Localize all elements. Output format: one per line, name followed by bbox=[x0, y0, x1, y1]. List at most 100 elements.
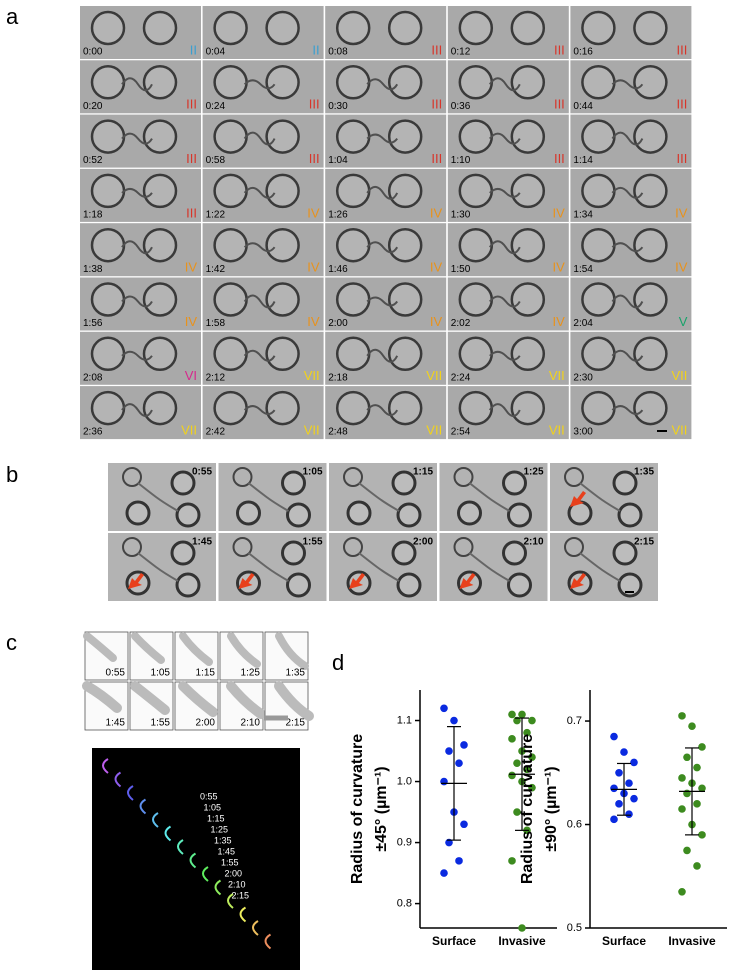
time-label: 1:15 bbox=[196, 668, 216, 679]
arrowhead bbox=[570, 491, 586, 507]
time-label: 1:55 bbox=[302, 537, 322, 548]
y-axis-label: ±90° (µm⁻¹) bbox=[543, 766, 560, 851]
cell bbox=[458, 282, 494, 317]
trail-label: 1:15 bbox=[207, 813, 225, 823]
data-point bbox=[678, 774, 686, 782]
parasite bbox=[611, 405, 644, 416]
parasite bbox=[243, 349, 276, 362]
parasite bbox=[121, 350, 153, 361]
cell bbox=[581, 336, 616, 372]
cell bbox=[213, 282, 248, 317]
time-label: 0:58 bbox=[206, 155, 226, 166]
time-label: 1:15 bbox=[413, 467, 433, 478]
data-point bbox=[693, 763, 701, 772]
cell bbox=[387, 390, 423, 426]
cell bbox=[633, 10, 668, 46]
parasite bbox=[137, 482, 179, 512]
data-point bbox=[630, 758, 638, 767]
cell bbox=[510, 10, 546, 46]
stage-label: II bbox=[312, 42, 319, 57]
time-label: 1:26 bbox=[328, 210, 348, 221]
cell bbox=[265, 65, 300, 100]
parasite bbox=[243, 294, 276, 309]
parasite bbox=[611, 186, 644, 199]
cell bbox=[633, 65, 668, 100]
cell bbox=[265, 390, 300, 426]
cell bbox=[213, 336, 248, 372]
cell bbox=[510, 390, 546, 426]
x-tick-label: Invasive bbox=[498, 934, 546, 948]
time-label: 2:42 bbox=[206, 427, 226, 438]
parasite bbox=[121, 403, 153, 418]
x-tick-label: Surface bbox=[602, 934, 646, 948]
time-label: 1:55 bbox=[151, 718, 171, 729]
data-point bbox=[523, 728, 531, 737]
data-point bbox=[440, 704, 448, 713]
parasite bbox=[579, 552, 621, 582]
stage-label: III bbox=[186, 97, 197, 112]
time-label: 0:12 bbox=[451, 47, 471, 58]
parasite bbox=[83, 632, 117, 662]
cell bbox=[142, 10, 178, 46]
cell bbox=[335, 173, 371, 209]
time-label: 1:38 bbox=[83, 264, 103, 275]
data-point bbox=[615, 768, 623, 777]
cell bbox=[122, 467, 142, 487]
cell bbox=[343, 537, 363, 557]
parasite bbox=[121, 187, 153, 198]
time-label: 2:48 bbox=[328, 427, 348, 438]
data-point bbox=[698, 784, 706, 793]
cell bbox=[265, 336, 300, 372]
parasite bbox=[82, 681, 122, 713]
y-tick-label: 0.7 bbox=[567, 715, 582, 727]
parasite bbox=[366, 404, 399, 417]
data-point bbox=[445, 747, 453, 755]
trail-arc bbox=[102, 758, 109, 774]
data-point bbox=[683, 846, 691, 855]
trail-label: 1:45 bbox=[218, 846, 236, 856]
data-point bbox=[528, 716, 536, 725]
cell bbox=[170, 540, 196, 566]
time-label: 1:14 bbox=[573, 155, 593, 166]
y-tick-label: 0.9 bbox=[397, 836, 412, 848]
arrowhead bbox=[238, 573, 255, 589]
parasite bbox=[275, 632, 309, 670]
cell bbox=[142, 119, 178, 154]
stage-label: III bbox=[309, 151, 320, 166]
cell bbox=[612, 540, 638, 566]
cell bbox=[457, 500, 482, 526]
cell bbox=[633, 173, 668, 209]
stage-label: III bbox=[186, 205, 197, 220]
cell bbox=[612, 470, 638, 496]
arrowhead bbox=[349, 573, 365, 589]
parasite bbox=[137, 552, 179, 582]
y-tick-label: 1.1 bbox=[397, 714, 412, 726]
stage-label: VII bbox=[304, 423, 320, 438]
parasite bbox=[579, 482, 621, 512]
parasite bbox=[178, 681, 218, 717]
time-label: 1:30 bbox=[451, 210, 471, 221]
parasite bbox=[226, 681, 266, 719]
cell bbox=[391, 470, 417, 496]
cell bbox=[581, 390, 616, 426]
parasite bbox=[611, 131, 644, 146]
stage-label: III bbox=[554, 42, 565, 57]
data-point bbox=[615, 800, 623, 808]
parasite bbox=[488, 403, 521, 418]
time-label: 2:00 bbox=[413, 537, 433, 548]
data-point bbox=[450, 716, 458, 725]
time-label: 2:10 bbox=[523, 537, 543, 548]
time-label: 2:10 bbox=[241, 718, 261, 729]
data-point bbox=[683, 753, 691, 762]
y-tick-label: 1.0 bbox=[397, 775, 412, 787]
cell bbox=[633, 390, 668, 426]
cell bbox=[346, 500, 372, 526]
stage-label: III bbox=[186, 151, 197, 166]
cell bbox=[502, 540, 527, 566]
x-tick-label: Invasive bbox=[668, 934, 716, 948]
cell bbox=[213, 65, 248, 100]
time-label: 0:04 bbox=[206, 47, 226, 58]
time-label: 0:44 bbox=[573, 101, 593, 112]
stage-label: II bbox=[190, 42, 197, 57]
